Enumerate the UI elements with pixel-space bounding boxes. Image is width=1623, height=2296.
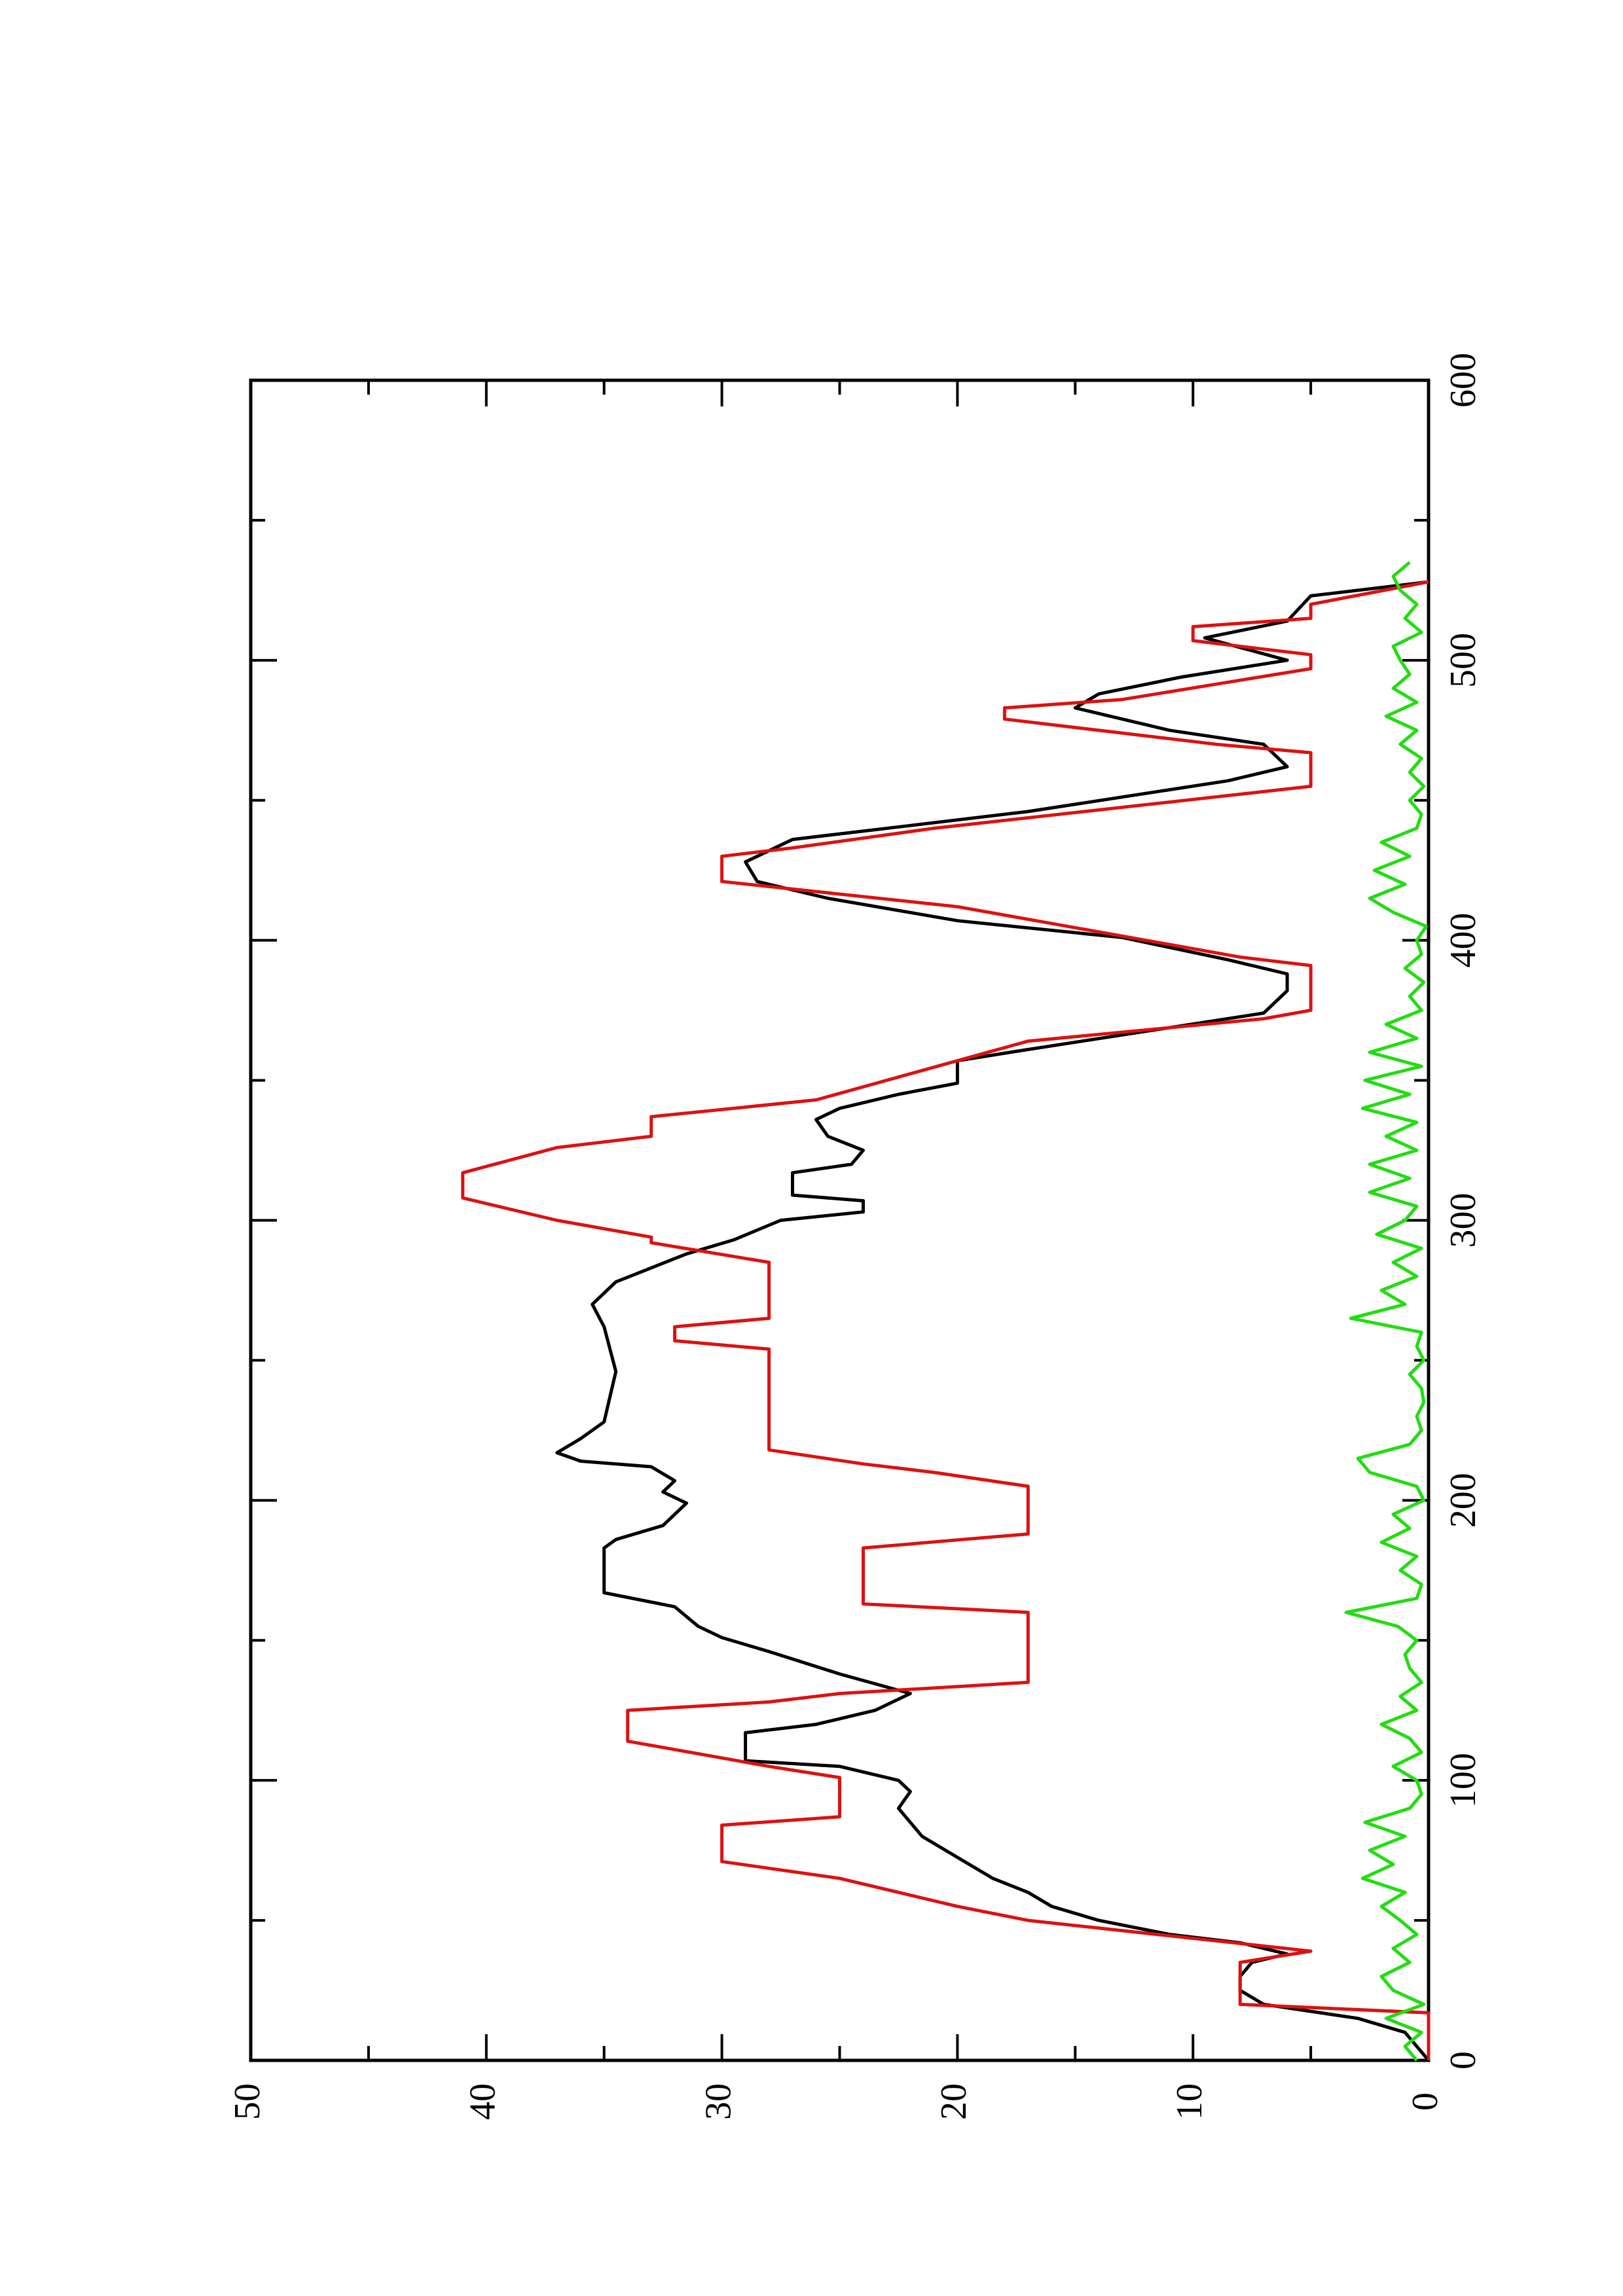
x-tick-label: 600 bbox=[1443, 353, 1484, 408]
series-line bbox=[555, 559, 1431, 2062]
series-line bbox=[1344, 561, 1428, 2062]
x-tick-label: 500 bbox=[1443, 633, 1484, 688]
x-tick-label: 300 bbox=[1443, 1193, 1484, 1248]
y-tick-label: 0 bbox=[1405, 2092, 1446, 2111]
y-tick-label: 50 bbox=[227, 2083, 268, 2120]
x-tick-label: 200 bbox=[1443, 1473, 1484, 1528]
x-tick-label: 100 bbox=[1443, 1753, 1484, 1808]
x-tick-label: 0 bbox=[1443, 2051, 1484, 2070]
y-tick-label: 40 bbox=[463, 2083, 503, 2120]
y-tick-label: 20 bbox=[934, 2083, 974, 2120]
series-line bbox=[461, 580, 1431, 2060]
y-tick-label: 30 bbox=[698, 2083, 739, 2120]
y-tick-label: 10 bbox=[1169, 2083, 1210, 2120]
x-tick-label: 400 bbox=[1443, 913, 1484, 968]
